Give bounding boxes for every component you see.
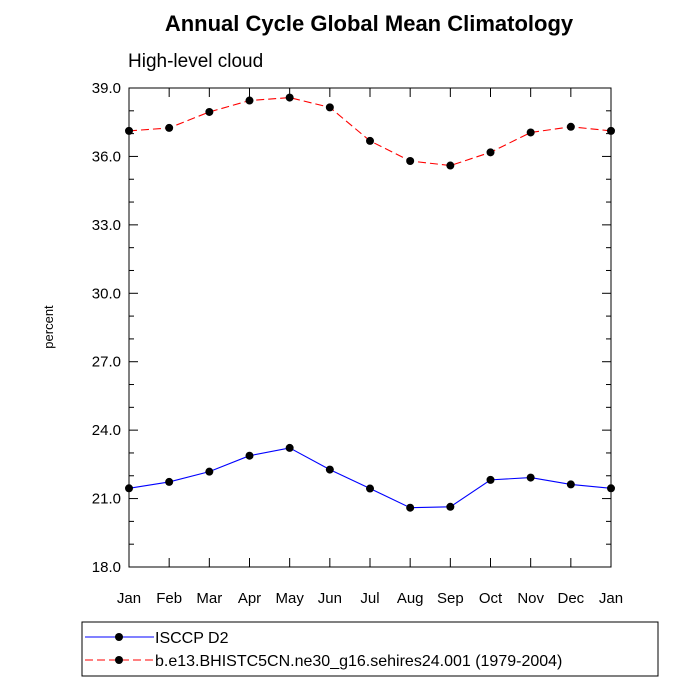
x-tick-label: Dec [557,590,584,607]
series-0-point [607,484,615,493]
series-1-point [526,128,535,137]
x-tick-label: Feb [156,590,182,607]
series-line-1 [128,97,612,167]
chart-subtitle: High-level cloud [128,51,263,72]
y-axis-label: percent [41,305,56,349]
legend-swatch-marker-0 [115,633,123,641]
y-tick-label: 33.0 [92,217,121,234]
series-0-point [446,502,455,511]
series-1-point [165,123,174,132]
x-tick-label: Jun [318,590,342,607]
series-1-point [566,122,575,131]
x-tick-label: Nov [517,590,544,607]
series-1-point [285,93,294,102]
series-1-point [406,156,415,165]
series-1-point [607,126,615,135]
plot-frame [128,87,612,568]
y-tick-label: 21.0 [92,491,121,508]
series-1-point [125,126,133,135]
series-1-point [486,148,495,157]
x-tick-label: Oct [479,590,503,607]
x-tick-label: Jul [360,590,379,607]
y-tick-label: 36.0 [92,148,121,165]
y-tick-label: 27.0 [92,354,121,371]
series-1-point [325,103,334,112]
series-1-point [446,161,455,170]
x-tick-label: Mar [196,590,222,607]
series-0-point [125,484,133,493]
legend-label-0: ISCCP D2 [155,630,229,647]
y-tick-label: 24.0 [92,422,121,439]
y-tick-label: 18.0 [92,559,121,576]
series-0-point [165,477,174,486]
series-0-point [245,451,254,460]
series-1-point [245,96,254,105]
x-tick-label: Aug [397,590,424,607]
legend-swatch-marker-1 [115,656,123,664]
series-0-point [325,465,334,474]
series-line-0 [128,447,612,509]
series-1-point [366,136,374,145]
y-tick-label: 30.0 [92,285,121,302]
series-1-point [205,107,214,116]
x-tick-label: Sep [437,590,464,607]
series-0-point [406,503,415,512]
plot-area: 18.0 21.0 24.0 27.0 30.0 33.0 36.0 39.0 Jan Feb Ma… [92,80,623,607]
x-tick-label: May [275,590,304,607]
y-tick-label: 39.0 [92,80,121,97]
x-tick-label: Jan [117,590,141,607]
series-0-point [566,480,575,489]
chart-title: Annual Cycle Global Mean Climatology [165,11,574,36]
series-0-point [366,484,374,493]
series-0-point [486,475,495,484]
x-tick-label: Apr [238,590,261,607]
series-0-point [205,467,214,476]
legend-box [81,621,659,677]
series-0-point [285,443,294,452]
series-0-point [526,473,535,482]
legend-label-1: b.e13.BHISTC5CN.ne30_g16.sehires24.001 (… [155,653,562,670]
legend: ISCCP D2 b.e13.BHISTC5CN.ne30_g16.sehires… [81,621,659,677]
x-tick-label: Jan [599,590,623,607]
